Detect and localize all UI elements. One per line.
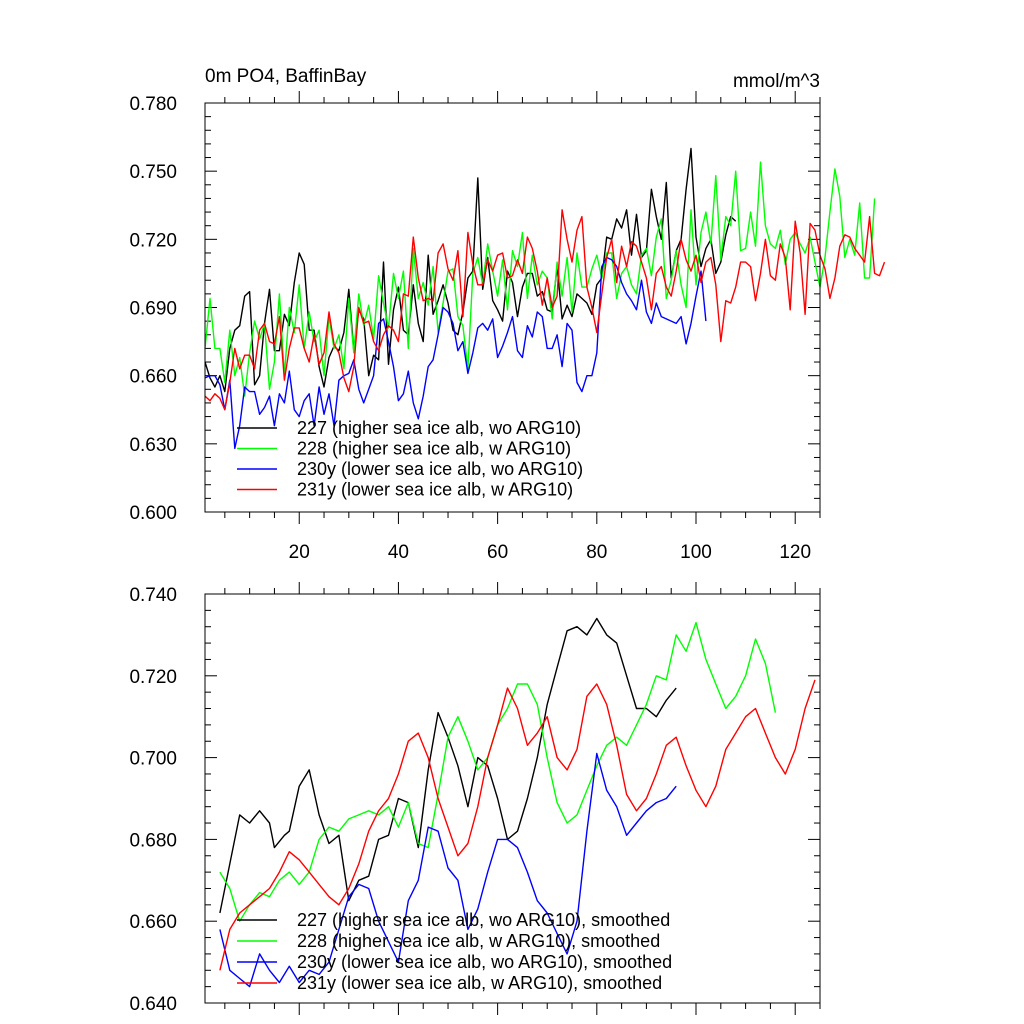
y-tick-label: 0.660	[129, 367, 177, 388]
x-tick-label: 80	[586, 542, 607, 563]
y-tick-label: 0.740	[129, 585, 177, 606]
legend-label-0: 227 (higher sea ice alb, wo ARG10), smoo…	[297, 910, 670, 930]
series-line-1	[204, 161, 876, 397]
y-tick-label: 0.750	[129, 162, 177, 183]
y-tick-label: 0.600	[129, 503, 177, 524]
series-line-0	[204, 147, 737, 393]
legend-label-0: 227 (higher sea ice alb, wo ARG10)	[297, 418, 581, 438]
bottom-panel-ticks: 0.640 0.660 0.680 0.700 0.720 0.740	[129, 582, 821, 1015]
top-panel-frame	[204, 102, 821, 513]
top-panel-legend: 227 (higher sea ice alb, wo ARG10)228 (h…	[237, 418, 583, 500]
legend-label-3: 231y (lower sea ice alb, w ARG10), smoot…	[297, 973, 662, 993]
bottom-panel: 0.640 0.660 0.680 0.700 0.720 0.740 227 (high…	[129, 582, 821, 1015]
series-line-3	[219, 679, 816, 971]
y-tick-label: 0.690	[129, 299, 177, 320]
x-tick-label: 40	[388, 542, 409, 563]
x-tick-label: 100	[680, 542, 712, 563]
x-tick-label: 60	[487, 542, 508, 563]
legend-label-3: 231y (lower sea ice alb, w ARG10)	[297, 480, 573, 500]
legend-label-2: 230y (lower sea ice alb, wo ARG10)	[297, 459, 583, 479]
top-panel-title: 0m PO4, BaffinBay	[205, 66, 367, 87]
y-tick-label: 0.720	[129, 230, 177, 251]
y-tick-label: 0.660	[129, 912, 177, 933]
bottom-panel-lines	[219, 617, 816, 988]
series-line-1	[219, 621, 777, 922]
series-line-0	[219, 617, 677, 914]
bottom-panel-legend: 227 (higher sea ice alb, wo ARG10), smoo…	[237, 910, 672, 993]
y-tick-label: 0.700	[129, 749, 177, 770]
series-line-3	[204, 209, 886, 411]
legend-label-1: 228 (higher sea ice alb, w ARG10)	[297, 439, 571, 459]
top-panel-units: mmol/m^3	[733, 71, 820, 92]
top-panel-lines	[204, 147, 886, 450]
series-line-2	[204, 256, 707, 450]
top-panel: 0m PO4, BaffinBay mmol/m^3 0.600 0.630 0.6…	[129, 66, 886, 563]
bottom-panel-frame	[204, 593, 821, 1004]
y-tick-label: 0.720	[129, 667, 177, 688]
legend-label-2: 230y (lower sea ice alb, wo ARG10), smoo…	[297, 952, 672, 972]
x-tick-label: 120	[779, 542, 811, 563]
y-tick-label: 0.640	[129, 994, 177, 1015]
legend-label-1: 228 (higher sea ice alb, w ARG10), smoot…	[297, 931, 660, 951]
y-tick-label: 0.780	[129, 94, 177, 115]
y-tick-label: 0.630	[129, 435, 177, 456]
x-tick-label: 20	[289, 542, 310, 563]
y-tick-label: 0.680	[129, 830, 177, 851]
series-line-2	[219, 752, 677, 988]
